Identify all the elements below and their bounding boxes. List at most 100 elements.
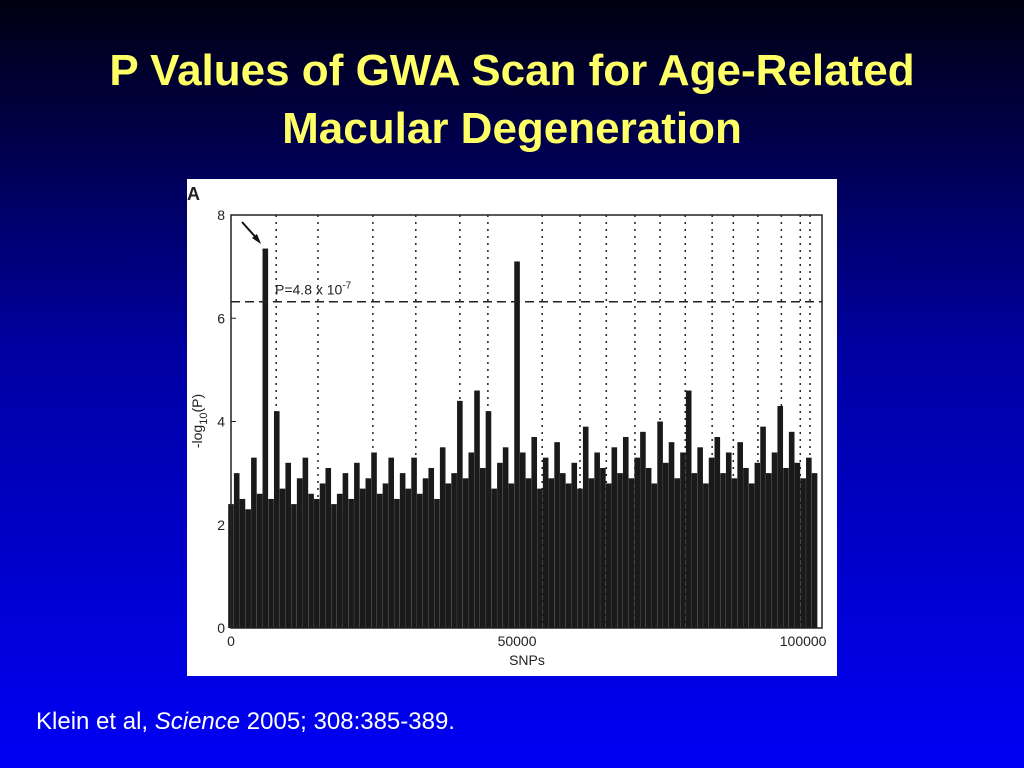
bar: [582, 426, 589, 628]
bar: [336, 493, 343, 628]
bar: [256, 493, 263, 628]
bar: [600, 467, 606, 628]
bar: [685, 390, 692, 628]
title-line: P Values of GWA Scan for Age-Related: [109, 46, 915, 95]
bar: [485, 411, 492, 628]
arrow-head: [252, 234, 261, 244]
bar: [233, 473, 240, 628]
bar: [571, 462, 578, 628]
y-tick-label: 4: [217, 414, 225, 430]
bar: [617, 473, 623, 628]
bar: [491, 488, 497, 628]
bar: [479, 467, 486, 628]
bar: [399, 473, 406, 628]
bar: [542, 457, 549, 628]
bar: [434, 498, 440, 628]
bar: [708, 457, 715, 628]
bar: [525, 478, 532, 628]
bar: [273, 411, 280, 628]
bar: [405, 488, 412, 628]
bar: [651, 483, 658, 628]
threshold-label: P=4.8 x 10-7: [275, 281, 352, 298]
bar: [342, 473, 349, 628]
bar: [645, 467, 652, 628]
bar: [537, 488, 543, 628]
bar: [359, 488, 366, 628]
bar: [514, 261, 520, 628]
bar: [296, 478, 303, 628]
bar: [331, 504, 337, 628]
bar: [457, 400, 463, 628]
bar: [239, 498, 246, 628]
bar: [771, 452, 778, 628]
bar: [428, 467, 435, 628]
bar: [703, 483, 709, 628]
bar: [760, 426, 766, 628]
bar: [394, 498, 400, 628]
bar: [657, 421, 663, 628]
citation-details: 2005; 308:385-389.: [240, 708, 455, 735]
x-tick-label: 50000: [498, 633, 537, 649]
bar: [794, 462, 801, 628]
slide-title: P Values of GWA Scan for Age-Related Mac…: [0, 42, 1024, 158]
bar: [731, 478, 738, 628]
bar: [754, 462, 761, 628]
y-tick-label: 8: [217, 207, 225, 223]
bar: [371, 452, 377, 628]
bar: [365, 478, 372, 628]
bar: [680, 452, 686, 628]
bar: [611, 447, 618, 628]
bar: [497, 462, 503, 628]
x-tick-label: 0: [227, 633, 235, 649]
bar: [348, 498, 354, 628]
bar: [319, 483, 326, 628]
bar: [737, 442, 743, 628]
bar: [594, 452, 600, 628]
y-label-rest: (P): [189, 394, 205, 413]
bar: [251, 457, 257, 628]
bar: [508, 483, 515, 628]
x-axis-label: SNPs: [509, 652, 545, 668]
bar: [308, 493, 314, 628]
bar: [268, 498, 274, 628]
bar: [663, 462, 669, 628]
bar: [262, 248, 269, 628]
bar: [388, 457, 394, 628]
y-tick-label: 0: [217, 620, 225, 636]
bar: [783, 467, 789, 628]
bar: [565, 483, 572, 628]
bar: [588, 478, 595, 628]
bar: [548, 478, 555, 628]
y-axis-label: -log10(P): [189, 394, 210, 448]
bar: [640, 431, 646, 628]
bar: [765, 473, 772, 628]
bar: [502, 447, 509, 628]
bar: [811, 473, 818, 628]
threshold-text: P=4.8 x 10: [275, 282, 343, 298]
y-tick-label: 6: [217, 310, 225, 326]
bar: [462, 478, 469, 628]
bar: [743, 467, 749, 628]
bar: [279, 488, 286, 628]
bar: [554, 442, 560, 628]
bar: [354, 462, 360, 628]
bar: [411, 457, 417, 628]
bar: [468, 452, 475, 628]
bar: [451, 473, 457, 628]
bar: [422, 478, 429, 628]
bar: [720, 473, 726, 628]
bar: [628, 478, 635, 628]
bar: [376, 493, 383, 628]
bar: [806, 457, 812, 628]
y-label-sub: 10: [198, 413, 210, 425]
bar: [519, 452, 526, 628]
y-label-main: -log: [189, 425, 205, 448]
bar: [474, 390, 480, 628]
bar: [285, 462, 292, 628]
bar: [325, 467, 332, 628]
bar: [605, 483, 612, 628]
bar: [622, 436, 629, 628]
bar: [697, 447, 703, 628]
